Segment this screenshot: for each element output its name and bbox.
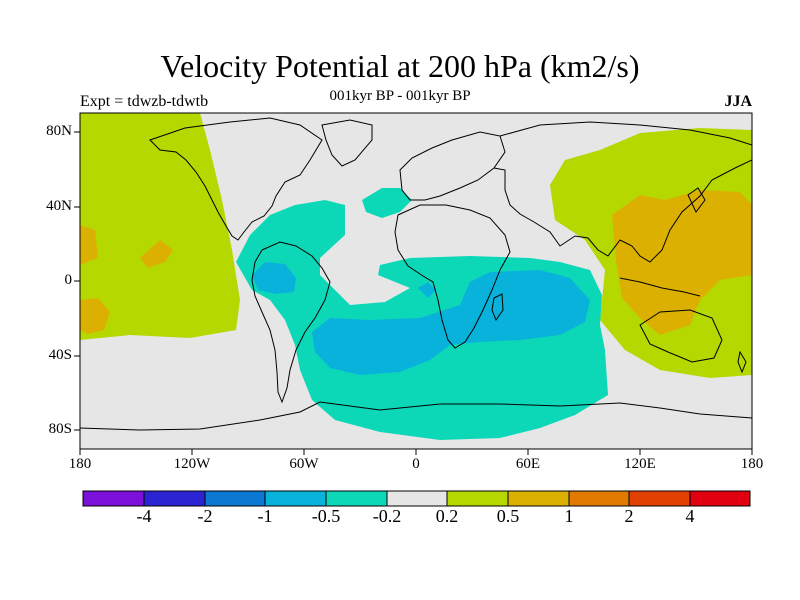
colorbar-box-10 xyxy=(628,490,691,507)
colorbar-box-8 xyxy=(507,490,570,507)
coast-asia xyxy=(493,121,752,263)
coast-south-america xyxy=(251,241,331,404)
lat-label-40s: 40S xyxy=(48,347,72,363)
colorbar-label: -0.2 xyxy=(372,506,402,526)
lon-label-60e: 60E xyxy=(515,456,541,472)
negative-region-north-atlantic xyxy=(362,188,412,218)
colorbar-label: -0.5 xyxy=(311,506,341,526)
contour-fills xyxy=(80,113,752,440)
lon-label-120w: 120W xyxy=(173,456,211,472)
colorbar-box-3 xyxy=(204,490,266,507)
colorbar-box-7 xyxy=(446,490,509,507)
positive-core-west-pacific-b xyxy=(80,298,110,334)
chart-title: Velocity Potential at 200 hPa (km2/s) xyxy=(160,48,640,84)
negative-core-america xyxy=(252,262,296,294)
coastlines xyxy=(80,117,752,431)
colorbar-label: 0.2 xyxy=(435,506,459,526)
colorbar-box-4 xyxy=(264,490,327,507)
coast-antarctica xyxy=(80,401,752,431)
colorbar-label: 2 xyxy=(624,506,634,526)
coast-madagascar xyxy=(491,293,504,322)
positive-core-west-pacific-a xyxy=(80,225,98,265)
coast-greenland xyxy=(321,119,373,167)
season-label: JJA xyxy=(724,93,752,110)
positive-region-west-pacific xyxy=(80,113,240,340)
lat-label-0: 0 xyxy=(64,272,73,288)
lat-label-80n: 80N xyxy=(46,123,72,139)
coast-north-america xyxy=(149,117,323,241)
colorbar-box-9 xyxy=(568,490,630,507)
lon-label-180w: 180 xyxy=(68,456,92,472)
lat-label-40n: 40N xyxy=(46,198,72,214)
coast-japan xyxy=(687,187,706,213)
lon-label-120e: 120E xyxy=(624,456,656,472)
coast-indonesia xyxy=(619,277,701,297)
colorbar-label: -4 xyxy=(136,506,152,526)
lon-label-60w: 60W xyxy=(289,456,319,472)
colorbar-box-11 xyxy=(689,490,751,507)
colorbar-box-2 xyxy=(143,490,206,507)
axis-ticks xyxy=(74,131,753,455)
colorbar-label: -1 xyxy=(257,506,273,526)
colorbar-box-1 xyxy=(82,490,145,507)
coast-africa xyxy=(394,204,511,349)
colorbar-label: 4 xyxy=(685,506,695,526)
experiment-label: Expt = tdwzb-tdwtb xyxy=(80,93,209,110)
coast-australia xyxy=(639,309,723,363)
colorbar-box-6 xyxy=(386,490,448,507)
lon-label-0: 0 xyxy=(412,456,420,472)
negative-core-south-atlantic-small xyxy=(418,282,436,298)
chart-subtitle: 001kyr BP - 001kyr BP xyxy=(329,88,471,104)
lat-label-80s: 80S xyxy=(48,421,72,437)
lon-label-180e: 180 xyxy=(740,456,764,472)
positive-core-east-asia xyxy=(612,190,752,335)
colorbar xyxy=(82,490,751,507)
colorbar-label: 0.5 xyxy=(496,506,520,526)
colorbar-label: 1 xyxy=(564,506,574,526)
positive-core-west-pacific-c xyxy=(140,240,173,268)
colorbar-label: -2 xyxy=(197,506,213,526)
coast-new-zealand xyxy=(737,350,747,374)
colorbar-box-5 xyxy=(325,490,388,507)
negative-core-indian-ocean xyxy=(312,270,590,375)
